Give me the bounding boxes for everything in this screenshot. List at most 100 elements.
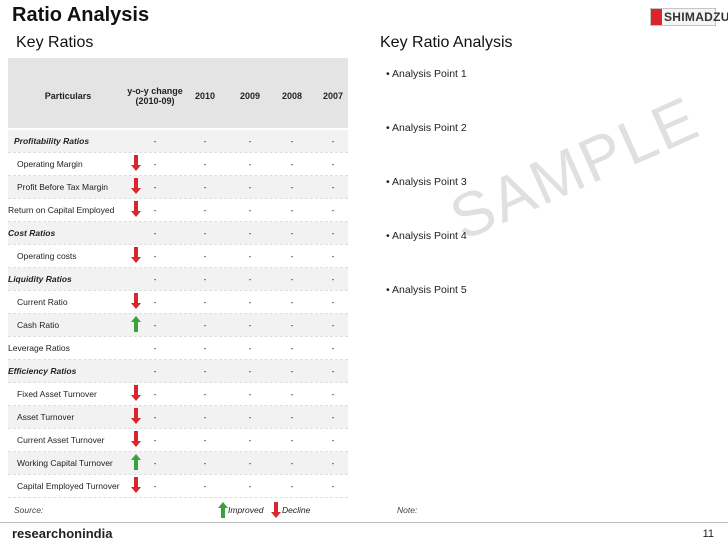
column-header: Particulars — [44, 91, 92, 101]
table-cell: - — [153, 412, 157, 422]
arrow-shape — [131, 316, 141, 332]
table-cell: - — [203, 412, 207, 422]
table-cell: - — [203, 136, 207, 146]
row-separator — [8, 474, 348, 475]
arrow-shape — [131, 385, 141, 401]
table-cell: - — [248, 343, 252, 353]
table-cell: - — [203, 458, 207, 468]
row-separator — [8, 152, 348, 153]
table-cell: - — [331, 458, 335, 468]
brand-logo: researchonindia — [12, 526, 113, 541]
table-cell: - — [331, 251, 335, 261]
table-cell: - — [331, 297, 335, 307]
arrow-shape — [131, 155, 141, 171]
logo-text: SHIMADZU — [664, 10, 728, 24]
watermark: SAMPLE — [440, 83, 710, 254]
table-cell: - — [153, 458, 157, 468]
table-cell: - — [153, 389, 157, 399]
row-label: Operating Margin — [17, 159, 83, 169]
table-cell: - — [290, 159, 294, 169]
table-cell: - — [290, 251, 294, 261]
table-cell: - — [290, 136, 294, 146]
table-cell: - — [153, 343, 157, 353]
analysis-point: • Analysis Point 2 — [386, 122, 467, 134]
row-label: Profit Before Tax Margin — [17, 182, 109, 192]
table-cell: - — [331, 205, 335, 215]
table-cell: - — [331, 481, 335, 491]
table-cell: - — [248, 412, 252, 422]
table-cell: - — [203, 205, 207, 215]
row-label: Working Capital Turnover — [17, 458, 113, 468]
legend-label: Decline — [282, 505, 311, 515]
row-label: Operating costs — [17, 251, 77, 261]
row-label: Asset Turnover — [17, 412, 75, 422]
table-cell: - — [153, 182, 157, 192]
table-cell: - — [331, 274, 335, 284]
arrow-shape — [131, 431, 141, 447]
trend-arrow — [131, 316, 141, 332]
analysis-point: • Analysis Point 1 — [386, 68, 467, 80]
column-header: 2007 — [322, 91, 344, 101]
table-cell: - — [203, 228, 207, 238]
logo-badge — [650, 8, 716, 26]
section-heading: Key Ratio Analysis — [380, 34, 513, 51]
table-cell: - — [290, 389, 294, 399]
table-cell: - — [248, 251, 252, 261]
arrow-shape — [131, 247, 141, 263]
table-header — [8, 58, 348, 128]
table-cell: - — [290, 205, 294, 215]
arrow-shape — [131, 408, 141, 424]
table-cell: - — [290, 343, 294, 353]
table-cell: - — [331, 136, 335, 146]
table-cell: - — [248, 389, 252, 399]
analysis-point: • Analysis Point 3 — [386, 176, 467, 188]
column-header: 2009 — [239, 91, 261, 101]
table-cell: - — [203, 297, 207, 307]
table-cell: - — [290, 435, 294, 445]
table-cell: - — [290, 481, 294, 491]
table-cell: - — [290, 274, 294, 284]
table-cell: - — [153, 366, 157, 376]
table-cell: - — [248, 205, 252, 215]
table-cell: - — [331, 182, 335, 192]
row-separator — [8, 336, 348, 337]
table-cell: - — [153, 481, 157, 491]
table-cell: - — [331, 366, 335, 376]
arrow-shape — [131, 178, 141, 194]
table-cell: - — [290, 228, 294, 238]
improved-arrow — [218, 502, 228, 518]
column-header: 2010 — [194, 91, 216, 101]
table-cell: - — [248, 297, 252, 307]
trend-arrow — [131, 247, 141, 263]
table-cell: - — [331, 228, 335, 238]
table-cell: - — [153, 435, 157, 445]
table-row — [8, 268, 348, 290]
table-cell: - — [248, 182, 252, 192]
table-cell: - — [203, 366, 207, 376]
column-header: 2008 — [281, 91, 303, 101]
source-label: Source: — [14, 505, 44, 515]
trend-arrow — [131, 431, 141, 447]
table-cell: - — [290, 412, 294, 422]
trend-arrow — [131, 178, 141, 194]
row-label: Cost Ratios — [8, 228, 56, 238]
table-cell: - — [248, 366, 252, 376]
row-separator — [8, 221, 348, 222]
table-cell: - — [203, 435, 207, 445]
table-cell: - — [331, 320, 335, 330]
row-separator — [8, 267, 348, 268]
table-cell: - — [290, 320, 294, 330]
row-separator — [8, 497, 348, 498]
table-cell: - — [331, 389, 335, 399]
legend-label: Improved — [228, 505, 264, 515]
table-row — [8, 406, 348, 428]
table-cell: - — [203, 251, 207, 261]
row-separator — [8, 198, 348, 199]
row-label: Cash Ratio — [17, 320, 60, 330]
table-cell: - — [203, 182, 207, 192]
table-cell: - — [203, 343, 207, 353]
trend-arrow — [131, 201, 141, 217]
trend-arrow — [131, 385, 141, 401]
row-label: Capital Employed Turnover — [17, 481, 120, 491]
table-row — [8, 222, 348, 244]
